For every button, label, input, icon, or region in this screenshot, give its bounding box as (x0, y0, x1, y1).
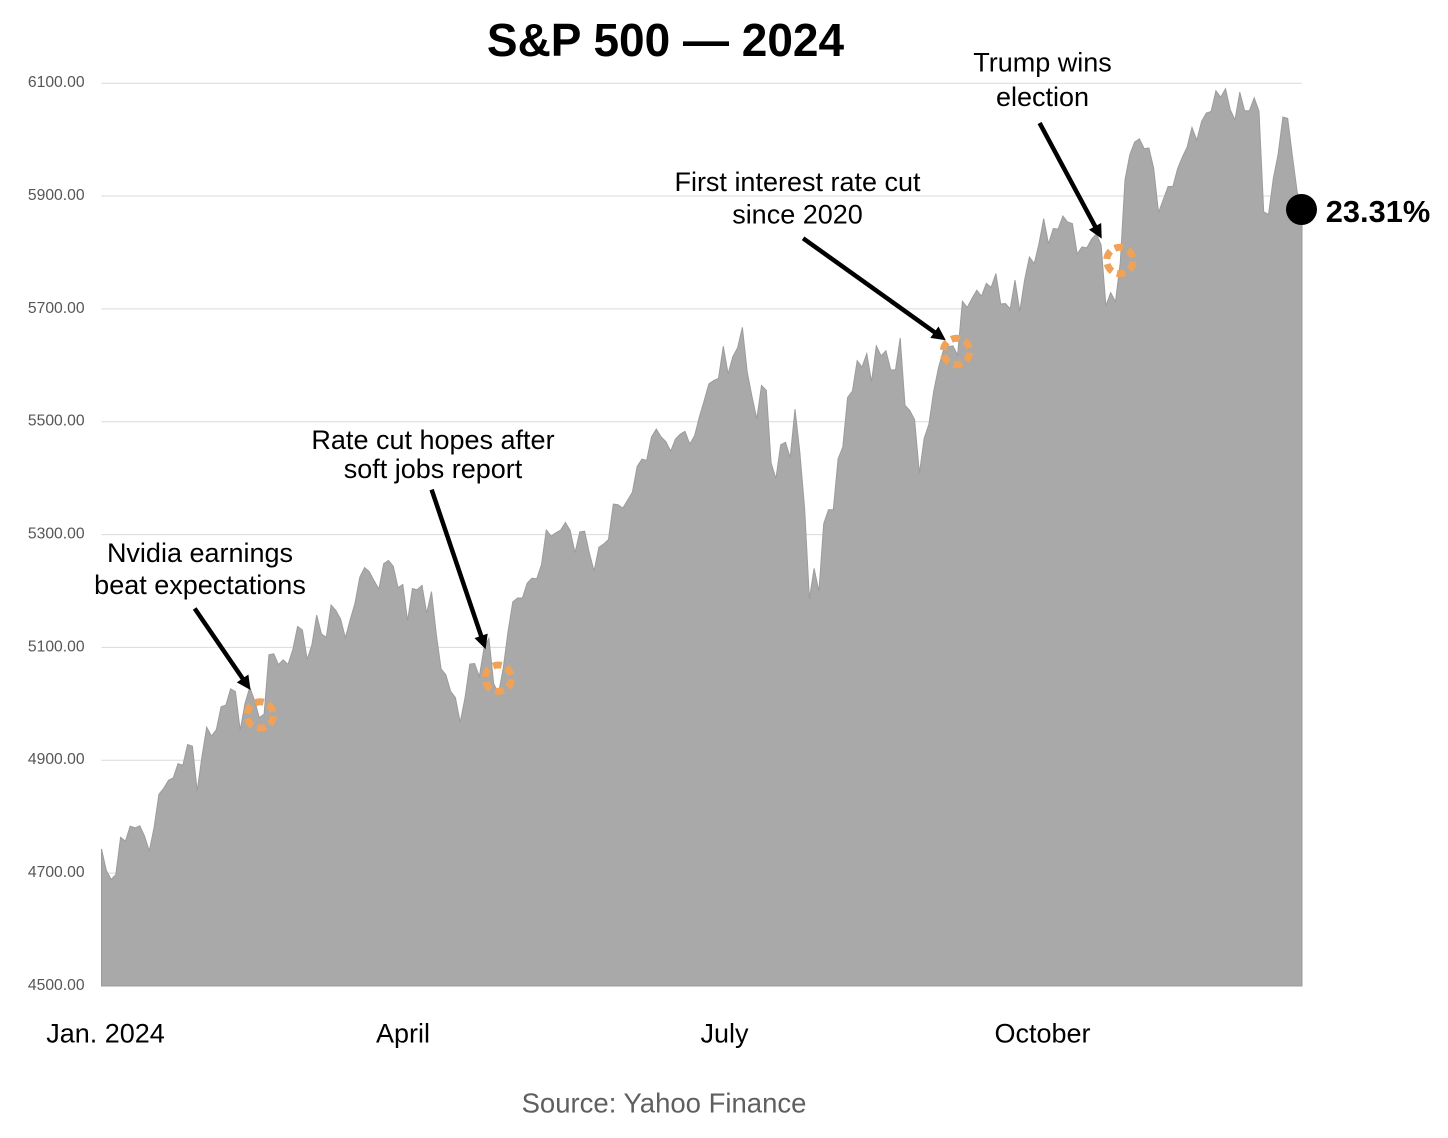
svg-text:4700.00: 4700.00 (28, 864, 85, 881)
svg-text:4500.00: 4500.00 (28, 977, 85, 994)
svg-text:beat expectations: beat expectations (94, 570, 306, 600)
svg-text:5100.00: 5100.00 (28, 638, 85, 655)
svg-text:election: election (996, 82, 1089, 112)
svg-text:4900.00: 4900.00 (28, 751, 85, 768)
svg-text:Jan. 2024: Jan. 2024 (46, 1018, 165, 1048)
svg-text:Nvidia earnings: Nvidia earnings (107, 538, 293, 568)
svg-text:6100.00: 6100.00 (28, 74, 85, 91)
svg-text:April: April (376, 1018, 430, 1048)
svg-text:First interest rate cut: First interest rate cut (674, 167, 921, 197)
svg-text:23.31%: 23.31% (1326, 194, 1430, 229)
svg-text:July: July (700, 1018, 749, 1048)
svg-text:Source: Yahoo Finance: Source: Yahoo Finance (522, 1087, 807, 1118)
svg-text:Rate cut hopes after: Rate cut hopes after (311, 425, 554, 455)
svg-text:S&P 500 — 2024: S&P 500 — 2024 (487, 14, 845, 66)
svg-text:5700.00: 5700.00 (28, 300, 85, 317)
svg-text:5900.00: 5900.00 (28, 187, 85, 204)
svg-text:5300.00: 5300.00 (28, 526, 85, 543)
svg-text:October: October (994, 1018, 1090, 1048)
svg-text:5500.00: 5500.00 (28, 413, 85, 430)
svg-text:since 2020: since 2020 (732, 200, 863, 230)
svg-text:soft jobs report: soft jobs report (344, 454, 523, 484)
svg-text:Trump wins: Trump wins (973, 48, 1112, 78)
